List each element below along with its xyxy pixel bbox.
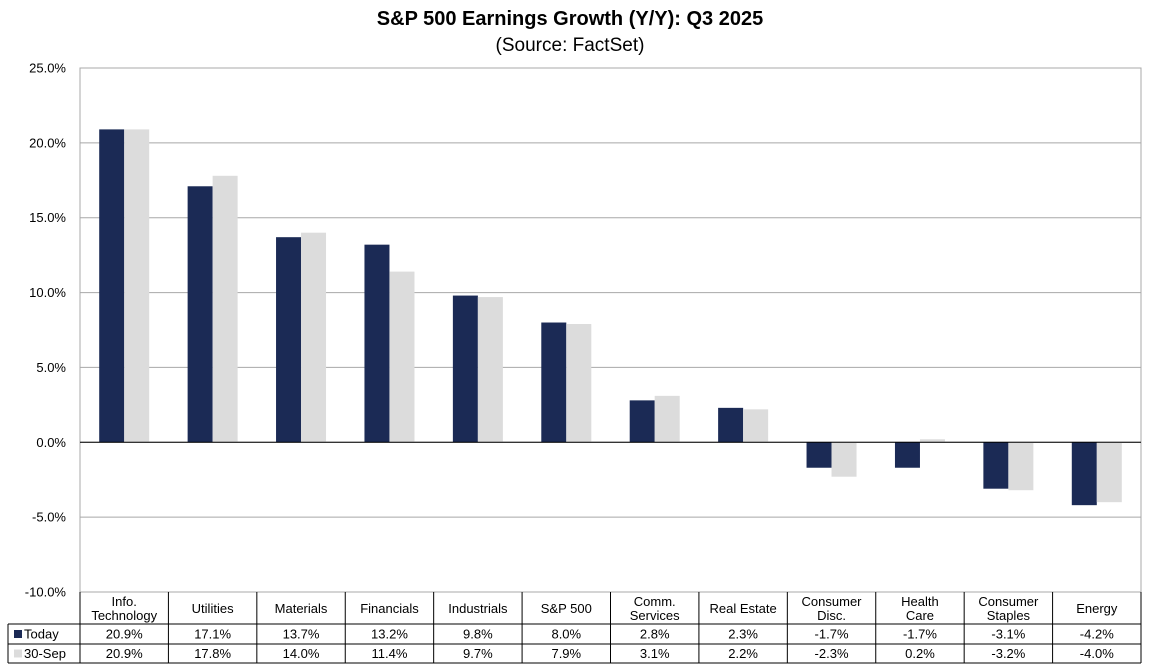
x-tick-label: Technology — [91, 608, 157, 623]
data-label: -3.2% — [991, 646, 1025, 661]
data-label: 2.3% — [728, 627, 758, 642]
data-label: 13.2% — [371, 627, 408, 642]
y-tick-label: -5.0% — [32, 510, 66, 525]
x-tick-label: Consumer — [978, 594, 1039, 609]
y-tick-label: 15.0% — [29, 210, 66, 225]
data-label: 0.2% — [905, 646, 935, 661]
y-tick-label: 25.0% — [29, 61, 66, 76]
data-label: 2.8% — [640, 627, 670, 642]
bar-today-2 — [276, 237, 302, 443]
x-tick-label: Comm. — [634, 594, 676, 609]
bar-today-6 — [629, 400, 655, 443]
data-label: 11.4% — [372, 646, 408, 661]
legend-swatch-1 — [14, 649, 22, 658]
data-label: 7.9% — [551, 646, 581, 661]
data-label: -4.0% — [1080, 646, 1114, 661]
x-tick-label: Energy — [1076, 601, 1118, 616]
plot-frame — [79, 67, 1142, 593]
x-tick-label: Financials — [360, 601, 419, 616]
data-label: -1.7% — [815, 627, 849, 642]
bar-30-sep-2 — [301, 232, 327, 443]
gridlines — [80, 67, 1141, 593]
bar-today-4 — [452, 295, 478, 443]
data-label: -1.7% — [903, 627, 937, 642]
data-label: 17.1% — [194, 627, 231, 642]
bars — [99, 129, 1122, 506]
chart-subtitle: (Source: FactSet) — [495, 35, 645, 56]
data-label: 20.9% — [106, 627, 143, 642]
bar-today-8 — [806, 442, 832, 468]
x-tick-label: Utilities — [192, 601, 234, 616]
data-label: 13.7% — [283, 627, 320, 642]
bar-30-sep-9 — [919, 439, 945, 443]
bar-today-11 — [1071, 442, 1097, 506]
data-label: -4.2% — [1080, 627, 1114, 642]
bar-30-sep-1 — [212, 175, 238, 443]
bar-today-3 — [364, 244, 390, 443]
data-label: -3.1% — [991, 627, 1025, 642]
bar-30-sep-6 — [654, 395, 680, 443]
bar-30-sep-11 — [1096, 442, 1122, 503]
bar-30-sep-8 — [831, 442, 857, 477]
y-tick-label: 10.0% — [29, 285, 66, 300]
legend-label: Today — [24, 627, 59, 642]
x-tick-label: Consumer — [802, 594, 863, 609]
bar-30-sep-10 — [1008, 442, 1034, 491]
x-tick-label: Disc. — [817, 608, 846, 623]
x-tick-label: Staples — [987, 608, 1031, 623]
chart-title: S&P 500 Earnings Growth (Y/Y): Q3 2025 — [376, 8, 764, 30]
x-tick-label: Services — [630, 608, 680, 623]
bar-today-7 — [718, 407, 744, 443]
data-label: 9.8% — [463, 627, 493, 642]
data-label: 14.0% — [283, 646, 320, 661]
bar-30-sep-5 — [566, 324, 592, 443]
data-label: 17.8% — [194, 646, 231, 661]
data-label: -2.3% — [815, 646, 849, 661]
legend-label: 30-Sep — [24, 646, 66, 661]
y-tick-label: 5.0% — [36, 360, 66, 375]
data-label: 20.9% — [106, 646, 143, 661]
y-tick-label: 0.0% — [36, 435, 66, 450]
bar-today-1 — [187, 186, 213, 443]
data-label: 8.0% — [551, 627, 581, 642]
x-tick-label: Real Estate — [710, 601, 777, 616]
bar-30-sep-0 — [124, 129, 150, 443]
bar-today-9 — [894, 442, 920, 468]
data-label: 2.2% — [728, 646, 758, 661]
y-tick-label: 20.0% — [29, 135, 66, 150]
x-tick-label: Info. — [112, 594, 137, 609]
bar-30-sep-3 — [389, 271, 415, 443]
bar-today-0 — [99, 129, 125, 443]
y-tick-label: -10.0% — [25, 585, 67, 600]
x-tick-label: Materials — [275, 601, 328, 616]
x-tick-label: Industrials — [448, 601, 508, 616]
bar-today-5 — [541, 322, 567, 443]
data-label: 3.1% — [640, 646, 670, 661]
bar-today-10 — [983, 442, 1009, 489]
data-table: Info.Technology Utilities Materials Financi… — [7, 592, 1142, 664]
bar-30-sep-4 — [477, 297, 503, 443]
x-tick-label: Care — [906, 608, 934, 623]
x-tick-label: Health — [901, 594, 939, 609]
bar-30-sep-7 — [743, 409, 769, 443]
legend-swatch-0 — [14, 630, 22, 638]
x-tick-label: S&P 500 — [541, 601, 592, 616]
data-label: 9.7% — [463, 646, 493, 661]
